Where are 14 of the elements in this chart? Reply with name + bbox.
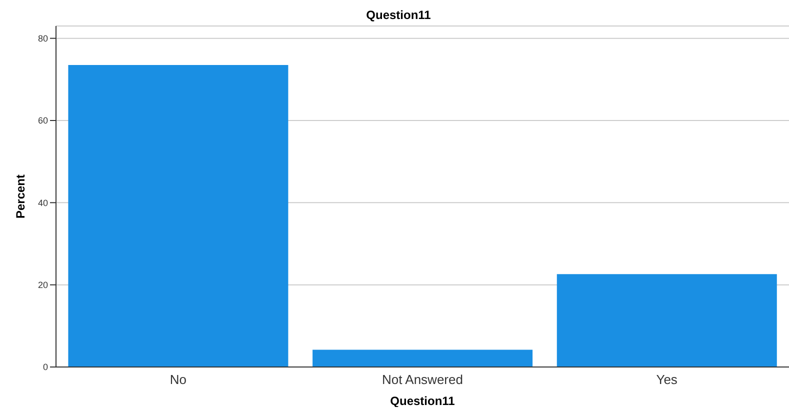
x-tick-label: Yes (656, 372, 678, 388)
y-tick-label: 80 (38, 34, 48, 44)
x-tick-label: Not Answered (382, 372, 463, 388)
x-axis-title: Question11 (390, 394, 456, 408)
y-axis-title: Percent (13, 174, 28, 219)
y-tick-label: 0 (42, 362, 48, 372)
bar (556, 274, 777, 367)
bar (68, 65, 288, 367)
y-tick-label: 40 (38, 198, 48, 208)
chart-title: Question11 (365, 8, 432, 22)
bar (312, 350, 533, 367)
y-tick-label: 60 (38, 116, 48, 126)
y-tick-label: 20 (38, 280, 48, 290)
x-tick-label: No (170, 372, 186, 388)
